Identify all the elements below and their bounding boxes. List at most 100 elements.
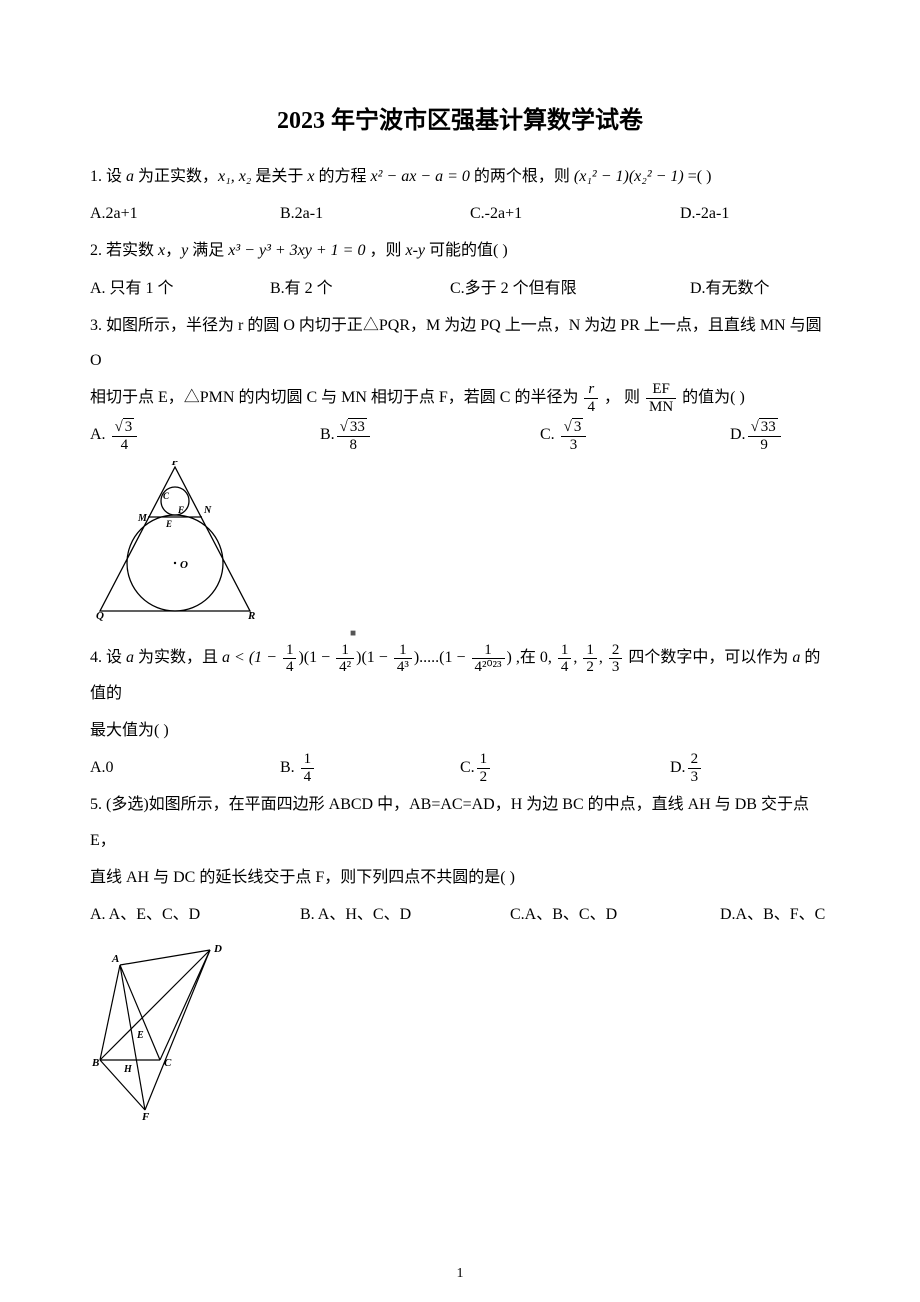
q3-optC-rad: 3 bbox=[572, 418, 584, 436]
q3-r4: r4 bbox=[584, 381, 598, 415]
q3-optB-den: 8 bbox=[337, 437, 370, 454]
q4-optC-f: 12 bbox=[477, 751, 491, 785]
q4-optD-d: 3 bbox=[688, 769, 702, 786]
q4-s3: 23 bbox=[609, 642, 623, 676]
q4-optB-n: 1 bbox=[301, 751, 315, 769]
q4-optB-d: 4 bbox=[301, 769, 315, 786]
q5-ac bbox=[120, 965, 160, 1060]
q4-line1: 4. 设 a 为实数，且 a < (1 − 14)(1 − 14²)(1 − 1… bbox=[90, 640, 830, 711]
q3-r4-num: r bbox=[584, 381, 598, 399]
q5-figure: A D B C H E F bbox=[90, 940, 830, 1125]
q4-options: A.0 B. 14 C.12 D.23 bbox=[90, 750, 830, 785]
q5-lbl-d: D bbox=[213, 943, 222, 955]
q3-lbl-p: P bbox=[172, 461, 179, 468]
watermark-dot: ■ bbox=[350, 628, 356, 639]
q4-t1: 4. 设 bbox=[90, 649, 126, 666]
q3-optD-frac: 339 bbox=[748, 418, 781, 453]
q2-optD: D.有无数个 bbox=[690, 271, 770, 306]
q1-optD: D.-2a-1 bbox=[680, 196, 729, 231]
q5-svg: A D B C H E F bbox=[90, 940, 240, 1120]
q4-s2d: 2 bbox=[583, 659, 597, 676]
q4-line2: 最大值为( ) bbox=[90, 713, 830, 748]
q5-bd bbox=[100, 950, 210, 1060]
q3-optA-num: 3 bbox=[112, 418, 138, 437]
q1-t2: 为正实数， bbox=[134, 168, 218, 185]
q4-s3n: 2 bbox=[609, 642, 623, 660]
q3-lbl-r: R bbox=[247, 610, 255, 621]
q4-f3d: 4³ bbox=[394, 659, 412, 676]
q3-lbl-q: Q bbox=[96, 610, 104, 621]
q5-options: A. A、E、C、D B. A、H、C、D C.A、B、C、D D.A、B、F、… bbox=[90, 897, 830, 932]
q3-mn: MN bbox=[646, 399, 676, 416]
q3-l2c: 的值为( ) bbox=[682, 389, 745, 406]
q1-t4: 的方程 bbox=[314, 168, 370, 185]
q5-ab bbox=[100, 965, 120, 1060]
q4-f4n: 1 bbox=[472, 642, 505, 660]
q4-s1d: 4 bbox=[558, 659, 572, 676]
q4-optD-n: 2 bbox=[688, 751, 702, 769]
q2-optC: C.多于 2 个但有限 bbox=[450, 271, 690, 306]
q3-dot-o bbox=[174, 562, 176, 564]
q3-efmn: EFMN bbox=[646, 381, 676, 415]
q4-optD: D.23 bbox=[670, 750, 703, 785]
q4-a1: a bbox=[126, 649, 134, 666]
q4-pc: )(1 − bbox=[356, 649, 392, 666]
q4-f1d: 4 bbox=[283, 659, 297, 676]
q3-optC: C. 33 bbox=[540, 417, 730, 453]
q3-optA: A. 34 bbox=[90, 417, 320, 453]
q3-lbl-n: N bbox=[203, 505, 212, 516]
q2-optA: A. 只有 1 个 bbox=[90, 271, 270, 306]
q3-lbl-m: M bbox=[137, 513, 148, 524]
q1-eq: x² − ax − a = 0 bbox=[371, 168, 470, 185]
q4-s1n: 1 bbox=[558, 642, 572, 660]
q4-f1: 14 bbox=[283, 642, 297, 676]
q4-pd: ).....(1 − bbox=[414, 649, 470, 666]
q3-optD: D.339 bbox=[730, 417, 783, 453]
q4-optB: B. 14 bbox=[280, 750, 460, 785]
q4-optD-lbl: D. bbox=[670, 759, 686, 776]
q3-figure: P Q R O M N C E F bbox=[90, 461, 830, 626]
q4-pa: a < (1 − bbox=[222, 649, 281, 666]
q1-optB: B.2a-1 bbox=[280, 196, 470, 231]
q1-optC: C.-2a+1 bbox=[470, 196, 680, 231]
q4-f4: 14²⁰²³ bbox=[472, 642, 505, 676]
q4-s1: 14 bbox=[558, 642, 572, 676]
q3-optD-num: 33 bbox=[748, 418, 781, 437]
q3-line2: 相切于点 E，△PMN 的内切圆 C 与 MN 相切于点 F，若圆 C 的半径为… bbox=[90, 380, 830, 415]
q3-lbl-f: F bbox=[177, 505, 184, 515]
q1-optA: A.2a+1 bbox=[90, 196, 280, 231]
q3-lbl-o: O bbox=[180, 559, 188, 571]
q4-f2n: 1 bbox=[336, 642, 354, 660]
q3-optA-frac: 34 bbox=[112, 418, 138, 453]
q4-optA: A.0 bbox=[90, 750, 280, 785]
q2-xy: x-y bbox=[405, 242, 425, 259]
q3-optB-rad: 33 bbox=[348, 418, 367, 436]
q2-stem: 2. 若实数 x，y 满足 x³ − y³ + 3xy + 1 = 0 ，则 x… bbox=[90, 233, 830, 268]
q1-expr: (x₁² − 1)(x₂² − 1) bbox=[574, 168, 684, 185]
q3-optD-den: 9 bbox=[748, 437, 781, 454]
q1-stem: 1. 设 a 为正实数，x₁, x₂ 是关于 x 的方程 x² − ax − a… bbox=[90, 159, 830, 194]
q1-a: a bbox=[126, 168, 134, 185]
q1-t5: 的两个根，则 bbox=[470, 168, 574, 185]
q2-t4: ，则 bbox=[365, 242, 405, 259]
q4-optC-d: 2 bbox=[477, 769, 491, 786]
q5-optA: A. A、E、C、D bbox=[90, 897, 300, 932]
q1-options: A.2a+1 B.2a-1 C.-2a+1 D.-2a-1 bbox=[90, 196, 830, 231]
q3-optC-den: 3 bbox=[561, 437, 587, 454]
q4-pb: )(1 − bbox=[298, 649, 334, 666]
q2-t3: 满足 bbox=[188, 242, 228, 259]
q4-f1n: 1 bbox=[283, 642, 297, 660]
q5-df bbox=[145, 950, 210, 1110]
q2-options: A. 只有 1 个 B.有 2 个 C.多于 2 个但有限 D.有无数个 bbox=[90, 271, 830, 306]
q1-t1: 1. 设 bbox=[90, 168, 126, 185]
q5-lbl-a: A bbox=[111, 953, 119, 965]
q4-t2: 为实数，且 bbox=[134, 649, 222, 666]
q4-optC-lbl: C. bbox=[460, 759, 475, 776]
q3-ef: EF bbox=[646, 381, 676, 399]
q4-sc: , bbox=[599, 649, 607, 666]
q4-f2d: 4² bbox=[336, 659, 354, 676]
q5-cd bbox=[160, 950, 210, 1060]
q3-lbl-e: E bbox=[165, 519, 172, 529]
q5-lbl-e: E bbox=[136, 1030, 144, 1041]
q3-l2a: 相切于点 E，△PMN 的内切圆 C 与 MN 相切于点 F，若圆 C 的半径为 bbox=[90, 389, 582, 406]
